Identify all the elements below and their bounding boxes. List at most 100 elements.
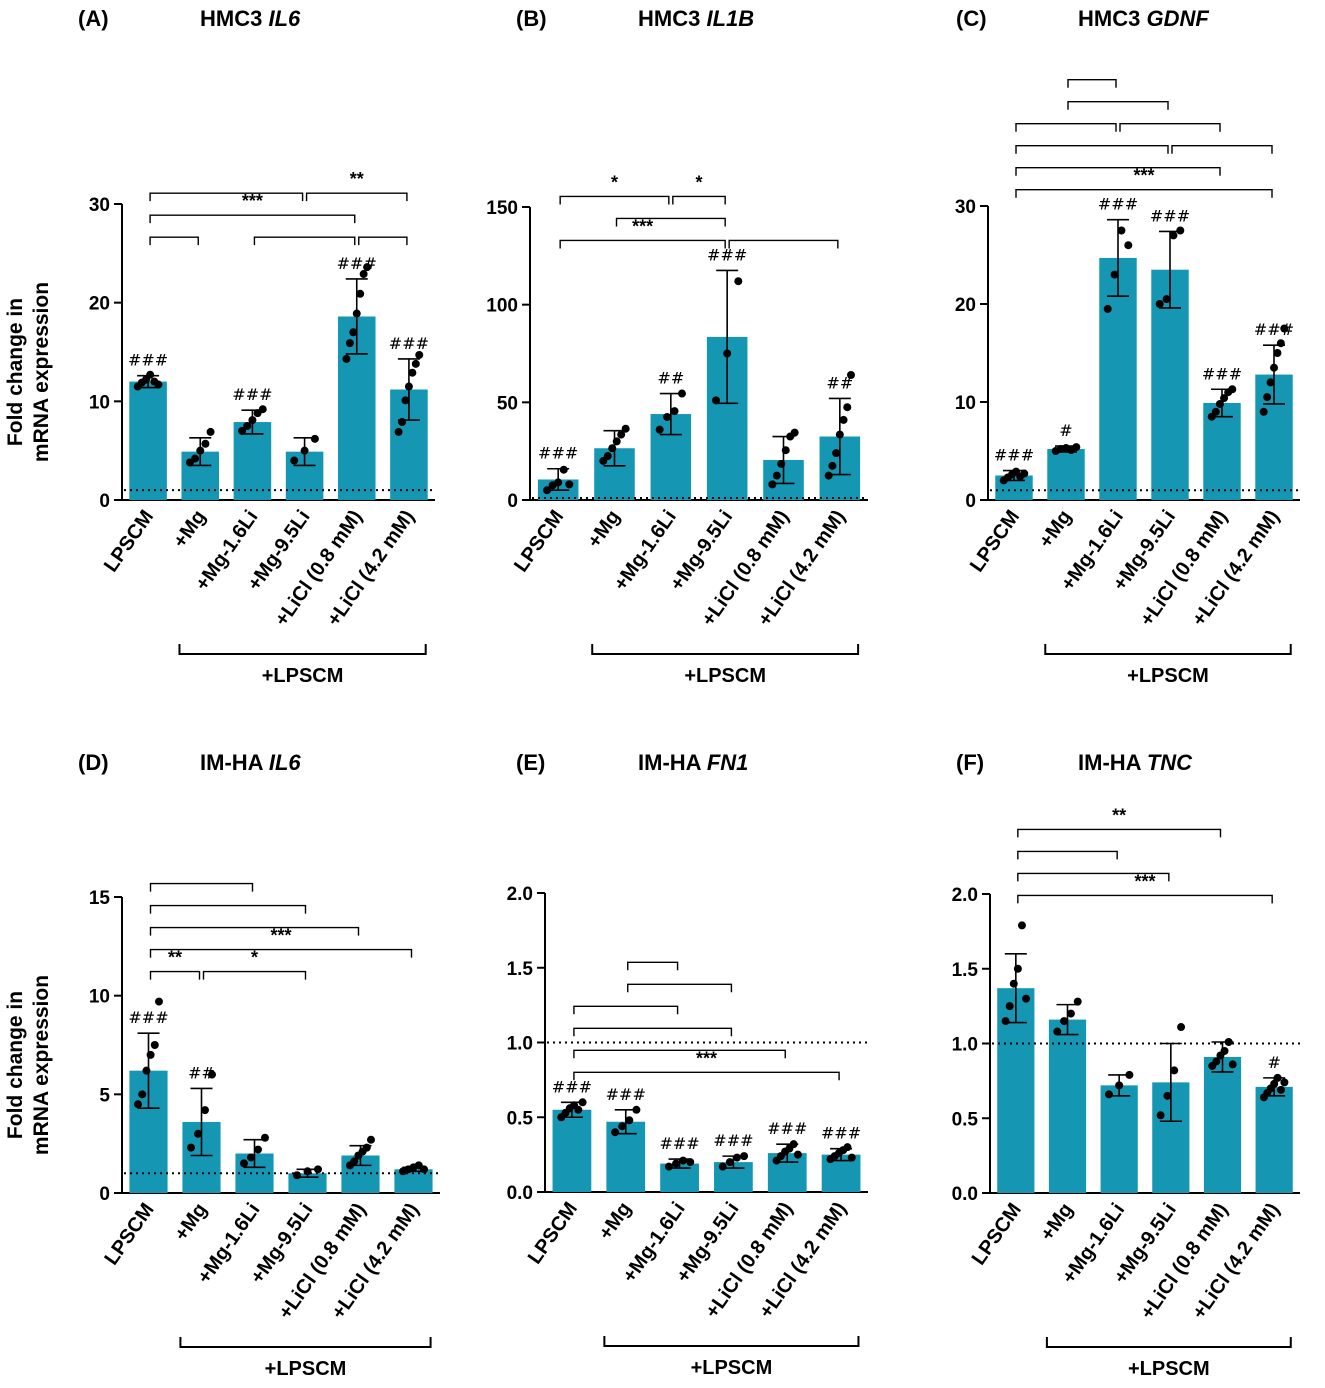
data-point [565,480,574,489]
data-point [677,389,686,398]
data-point [303,1167,312,1176]
significance-stars: *** [270,926,291,946]
data-point [350,1157,359,1166]
data-point [772,471,781,480]
data-point [1276,339,1285,348]
data-point [207,1070,216,1079]
data-point [543,486,552,495]
panel-title-gene: FN1 [707,750,749,775]
comparison-bracket [573,1049,786,1059]
data-point [1276,1085,1285,1094]
comparison-bracket [627,983,733,993]
data-point [1259,407,1268,416]
hash-label: ### [1098,195,1138,214]
y-tick-label: 2.0 [952,885,978,906]
data-point [846,370,855,379]
data-point [1211,407,1220,416]
hash-label: ### [659,1134,699,1153]
data-point [777,459,786,468]
data-point [1280,324,1289,333]
data-point [1212,1057,1221,1066]
y-axis-label: mRNA expression [30,975,53,1155]
hash-label: ### [128,1008,168,1027]
data-point [247,1153,256,1162]
data-point [1156,1111,1165,1120]
data-point [398,418,407,427]
data-point [574,1105,583,1114]
comparison-bracket [253,236,356,246]
comparison-bracket [1017,872,1170,882]
data-point [725,1158,734,1167]
y-tick-label: 5 [99,1085,110,1106]
data-point [349,328,358,337]
data-point [1170,1066,1179,1075]
x-category-label: LPSCM [510,506,568,576]
data-point [1124,241,1133,250]
data-point [835,430,844,439]
y-axis-label: Fold change in [4,298,27,446]
significance-stars: *** [632,216,653,236]
data-point [790,428,799,437]
panel-title-gene: IL6 [269,750,302,775]
group-label: +LPSCM [1127,665,1209,687]
bar [1255,1086,1293,1193]
data-point [1103,304,1112,313]
panel-title: HMC3 GDNF [1078,6,1209,31]
y-tick-label: 1.5 [507,959,534,980]
data-point [243,422,252,430]
comparison-bracket [1171,145,1273,154]
data-point [146,1050,155,1059]
x-category-label: LPSCM [524,1198,582,1268]
x-category-label: LPSCM [966,506,1024,576]
data-point [578,1098,587,1107]
data-point [1017,921,1026,930]
data-point [154,997,163,1006]
data-point [672,1159,681,1168]
data-point [313,1165,322,1174]
data-point [362,1143,371,1152]
comparison-bracket [627,961,679,971]
data-point [618,1122,627,1131]
panel-title-cell-line: HMC3 [638,6,706,31]
y-tick-label: 0 [99,491,110,512]
bar [1203,1056,1242,1193]
data-point [1228,385,1237,394]
data-point [712,396,721,405]
data-point [655,425,664,434]
bar [394,1169,433,1193]
comparison-bracket [573,1027,733,1037]
y-tick-label: 150 [486,198,518,219]
data-point [679,1156,688,1165]
hash-label: ### [538,444,578,463]
data-point [781,446,790,455]
data-point [663,412,672,421]
comparison-bracket [305,192,408,202]
data-point [300,446,309,455]
group-bracket [178,644,427,655]
data-point [345,339,354,348]
group-label: +LPSCM [684,665,766,687]
comparison-bracket [202,970,307,980]
y-axis-label: Fold change in [4,991,27,1139]
significance-stars: * [611,172,618,192]
comparison-bracket [1015,145,1169,154]
data-point [191,454,200,463]
comparison-bracket [559,239,726,249]
data-point [363,263,372,272]
comparison-bracket [728,239,839,249]
data-point [1005,1002,1014,1011]
significance-stars: * [251,948,258,968]
bar [1099,257,1137,500]
comparison-bracket [1119,123,1221,132]
bar [1100,1085,1138,1193]
significance-stars: *** [1133,166,1154,186]
panel-title-cell-line: HMC3 [1078,6,1146,31]
group-label: +LPSCM [265,1358,347,1380]
data-point [1009,979,1018,988]
data-point [408,368,417,377]
group-bracket [1045,1337,1292,1348]
data-point [832,449,841,458]
data-point [1263,393,1272,402]
data-point [142,1066,151,1075]
y-tick-label: 0 [507,491,518,512]
